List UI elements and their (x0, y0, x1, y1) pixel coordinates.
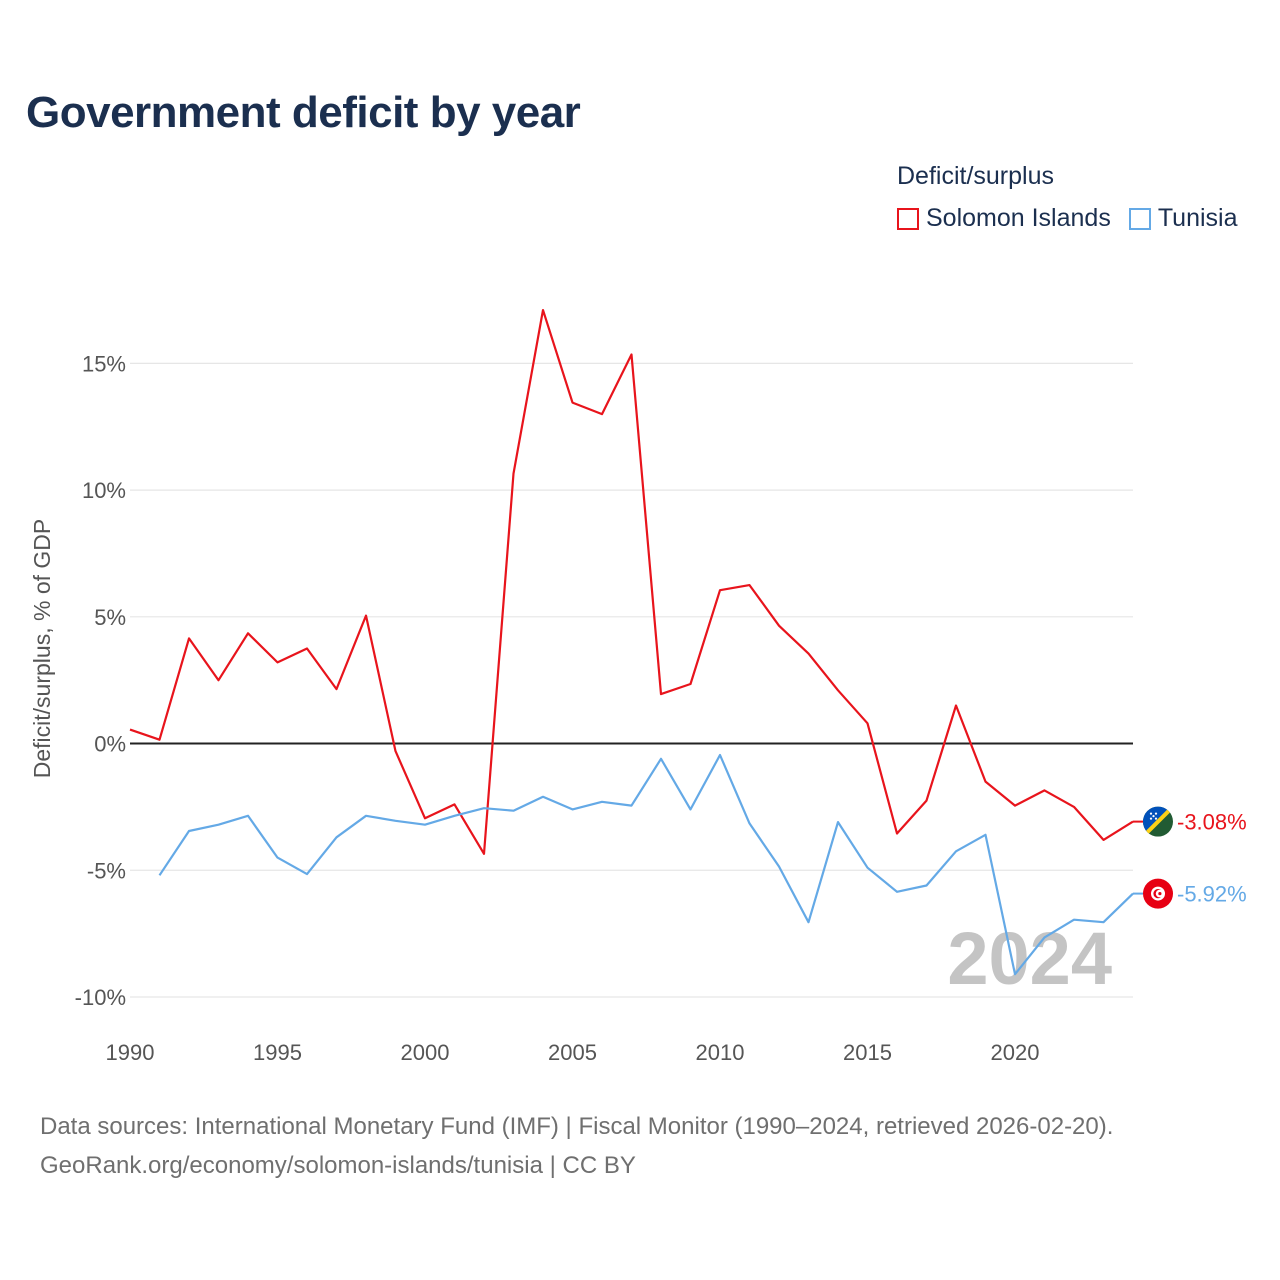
end-label-tunisia: -5.92% (1177, 882, 1247, 907)
y-tick-label: 10% (82, 478, 126, 503)
flag-icon-tunisia (1143, 878, 1173, 909)
footer: Data sources: International Monetary Fun… (40, 1107, 1113, 1185)
end-markers: -3.08% -5.92% (1133, 806, 1247, 909)
x-tick-label: 1990 (106, 1040, 155, 1065)
x-tick-label: 2005 (548, 1040, 597, 1065)
legend-item-tunisia[interactable]: Tunisia (1128, 204, 1238, 233)
flag-icon-solomon-islands (1143, 806, 1173, 837)
footer-sources: Data sources: International Monetary Fun… (40, 1113, 1114, 1140)
y-tick-label: 5% (94, 605, 126, 630)
legend-label-solomon-islands: Solomon Islands (926, 204, 1111, 232)
x-tick-label: 1995 (253, 1040, 302, 1065)
year-watermark: 2024 (947, 917, 1112, 1000)
x-tick-label: 2020 (991, 1040, 1040, 1065)
chart-title: Government deficit by year (26, 88, 581, 137)
grid-lines (130, 362, 1133, 998)
x-tick-label: 2010 (696, 1040, 745, 1065)
legend-swatch-tunisia (1128, 207, 1151, 230)
legend-swatch-solomon-islands (897, 207, 919, 230)
axis-labels: -10% -5% 0% 5% 10% 15% 1990 1995 2000 2005 2010 201… (29, 351, 1112, 1065)
legend-item-solomon-islands[interactable]: Solomon Islands (897, 204, 1111, 233)
end-label-solomon-islands: -3.08% (1177, 810, 1247, 835)
y-tick-label: -5% (87, 858, 126, 883)
legend-label-tunisia: Tunisia (1157, 204, 1238, 232)
x-tick-label: 2000 (401, 1040, 450, 1065)
x-tick-label: 2015 (843, 1040, 892, 1065)
y-tick-label: 15% (82, 351, 126, 376)
y-tick-label: -10% (75, 985, 126, 1010)
series-line-tunisia (158, 753, 1134, 976)
series-lines (129, 309, 1134, 976)
y-tick-label: 0% (94, 732, 126, 757)
footer-link: GeoRank.org/economy/solomon-islands/tuni… (40, 1152, 636, 1179)
series-line-solomon-islands (129, 309, 1134, 855)
legend-title: Deficit/surplus (897, 162, 1054, 190)
y-axis-title: Deficit/surplus, % of GDP (29, 519, 55, 778)
legend: Solomon Islands Tunisia (897, 204, 1238, 233)
